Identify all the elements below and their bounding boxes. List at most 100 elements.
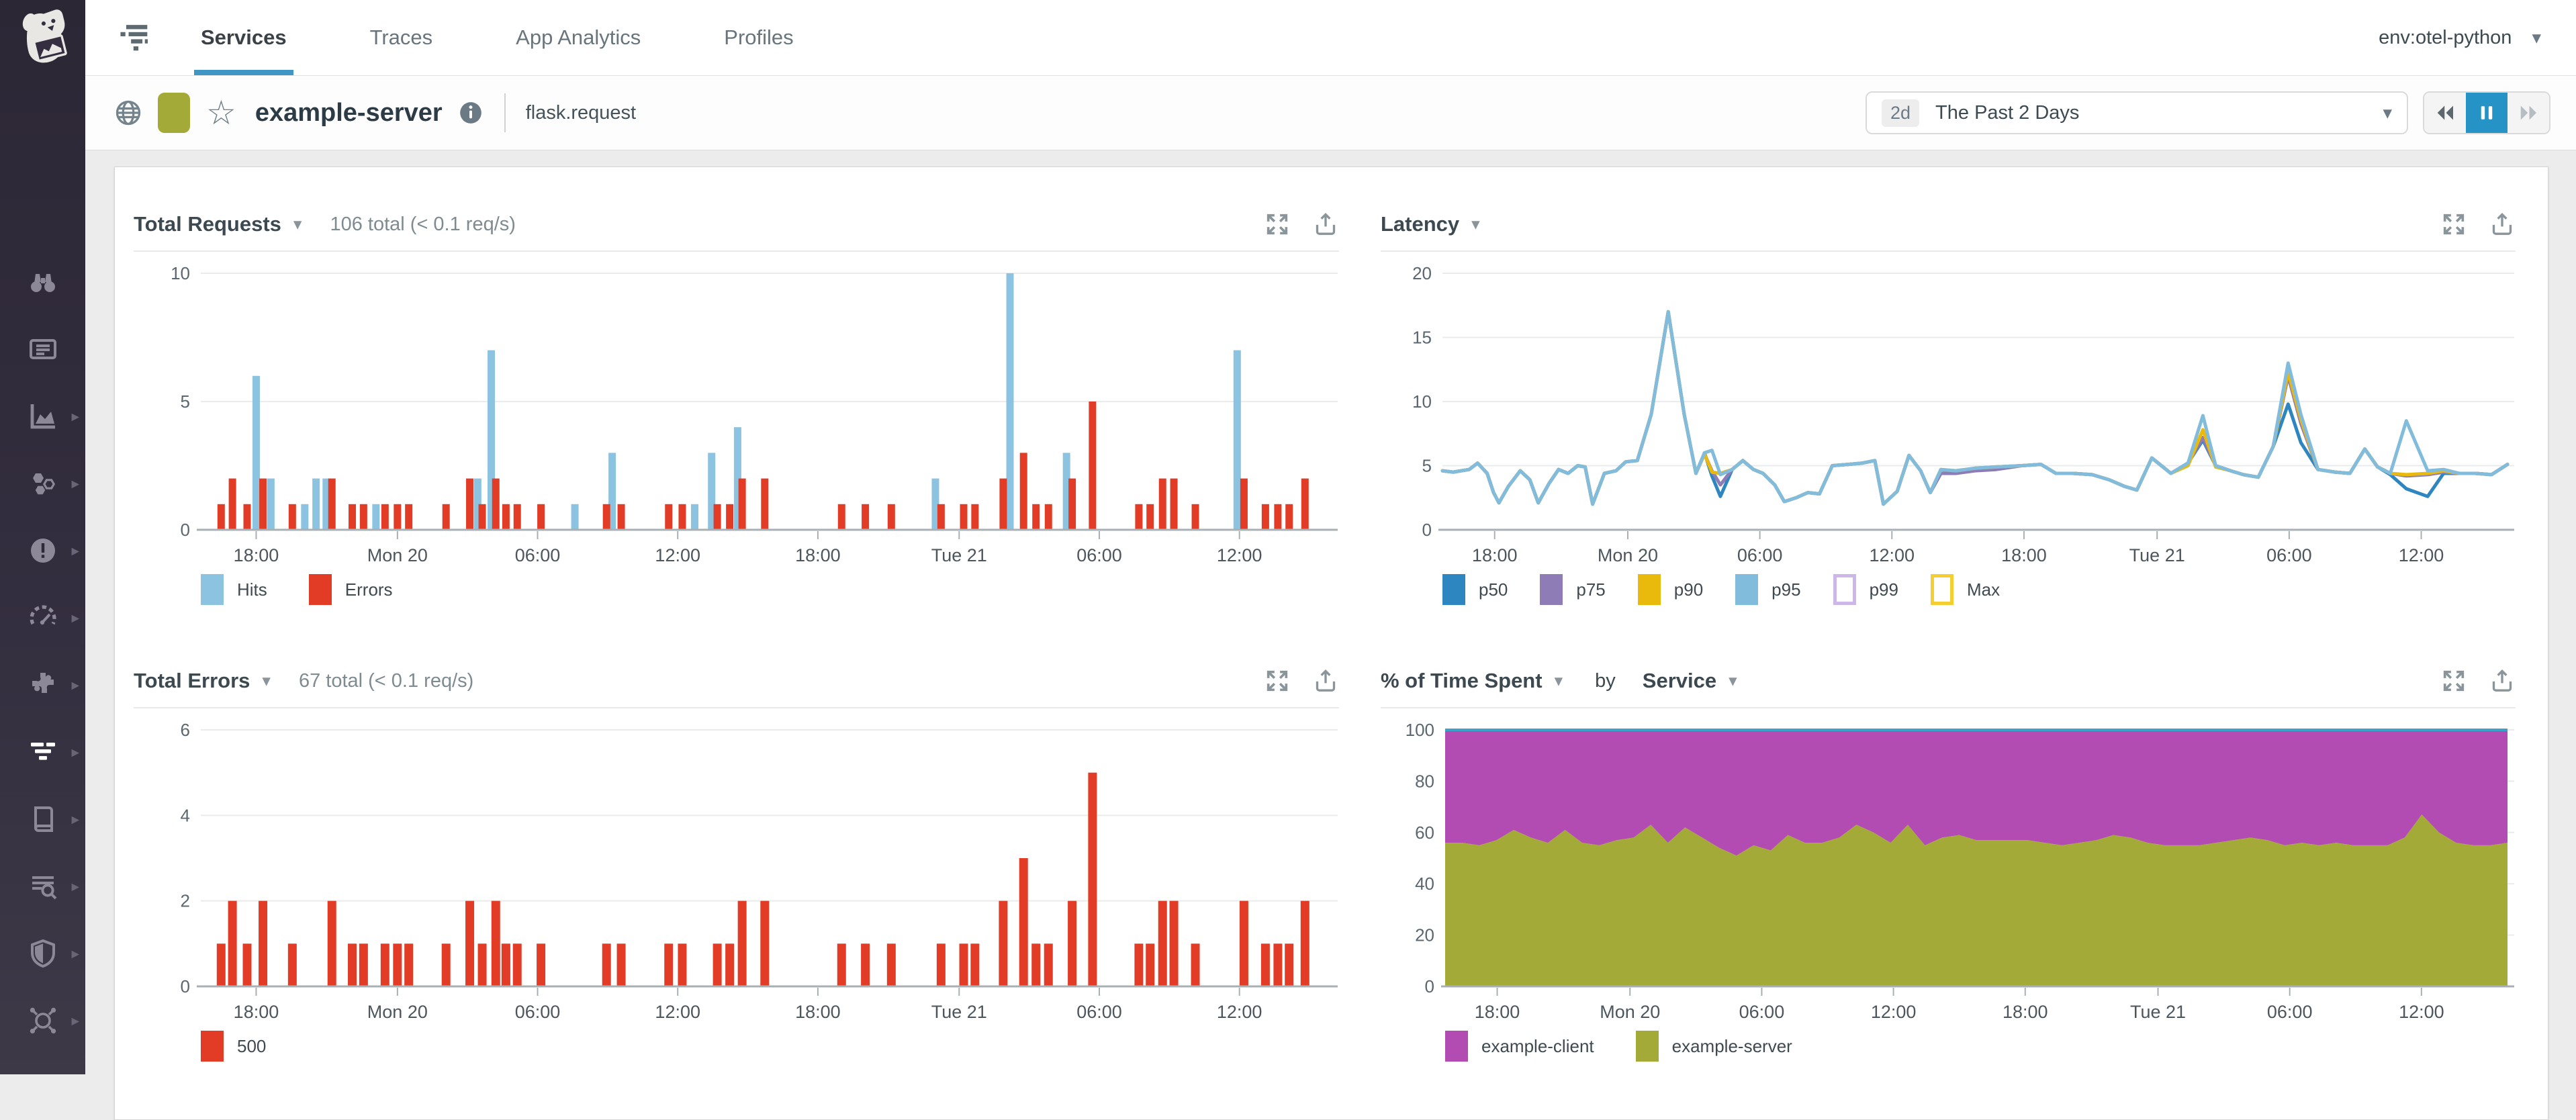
pause-button[interactable] <box>2466 93 2508 133</box>
legend-item-p90[interactable]: p90 <box>1637 574 1704 605</box>
tab-traces[interactable]: Traces <box>369 26 433 49</box>
legend-swatch <box>1540 574 1563 605</box>
time-range-selector[interactable]: 2d The Past 2 Days ▾ <box>1866 91 2408 134</box>
sidebar-item-notebooks[interactable]: ▸ <box>0 786 85 853</box>
legend-item-500[interactable]: 500 <box>201 1031 266 1062</box>
sidebar-item-events[interactable] <box>0 316 85 383</box>
divider <box>1381 707 2516 708</box>
legend-swatch <box>1635 1031 1659 1062</box>
notebooks-icon <box>27 803 59 835</box>
sidebar: ▸ ▸ ▸ ▸ ▸ ▸ ▸ ▸ ▸ ▸ <box>0 0 85 1074</box>
tab-services[interactable]: Services <box>194 0 293 75</box>
fast-forward-button[interactable] <box>2508 93 2549 133</box>
export-icon[interactable] <box>2489 667 2516 694</box>
divider <box>504 93 506 132</box>
apm-icon <box>27 736 59 768</box>
total-errors-legend: 500 <box>134 1031 1339 1062</box>
chevron-down-icon: ▾ <box>1471 215 1480 234</box>
legend-item-hits[interactable]: Hits <box>201 574 267 605</box>
panel-title: Total Requests <box>134 212 281 236</box>
favorite-star-icon[interactable]: ☆ <box>206 94 236 132</box>
group-by-value: Service <box>1642 669 1717 692</box>
sidebar-item-dashboards[interactable]: ▸ <box>0 383 85 450</box>
charts-card: Total Requests ▾ 106 total (< 0.1 req/s)… <box>114 167 2548 1120</box>
legend-item-errors[interactable]: Errors <box>308 574 393 605</box>
sidebar-item-monitors[interactable]: ▸ <box>0 517 85 584</box>
info-icon[interactable] <box>457 99 484 126</box>
svg-text:18:00: 18:00 <box>234 1002 279 1022</box>
svg-text:20: 20 <box>1415 925 1434 945</box>
export-icon[interactable] <box>1312 667 1339 694</box>
chevron-right-icon: ▸ <box>71 608 79 626</box>
svg-text:12:00: 12:00 <box>1217 1002 1262 1022</box>
svg-text:10: 10 <box>171 263 190 283</box>
total-requests-chart[interactable]: 0 5 10 18:00 Mon 20 06:00 12:00 18:00 Tue 21 06:0… <box>134 254 1339 570</box>
chevron-right-icon: ▸ <box>71 743 79 761</box>
sidebar-item-security[interactable]: ▸ <box>0 920 85 987</box>
legend-swatch <box>201 574 224 605</box>
chevron-right-icon: ▸ <box>71 1011 79 1029</box>
expand-icon[interactable] <box>1264 211 1291 238</box>
latency-chart[interactable]: 0 5 10 15 20 18:00 Mon 20 06:00 12:00 18:00 Tue 21… <box>1381 254 2516 570</box>
svg-text:06:00: 06:00 <box>1076 1002 1122 1022</box>
panel-title: Total Errors <box>134 669 250 692</box>
latency-title-dropdown[interactable]: Latency ▾ <box>1381 212 1480 236</box>
pause-icon <box>2481 106 2493 120</box>
sidebar-item-infrastructure[interactable]: ▸ <box>0 450 85 517</box>
export-icon[interactable] <box>1312 211 1339 238</box>
legend-item-example-server[interactable]: example-server <box>1635 1031 1792 1062</box>
svg-text:Tue 21: Tue 21 <box>931 1002 987 1022</box>
legend-item-p99[interactable]: p99 <box>1833 574 1898 605</box>
svg-text:Mon 20: Mon 20 <box>1600 1002 1660 1022</box>
legend-label: p90 <box>1673 579 1704 600</box>
group-by-dropdown[interactable]: Service ▾ <box>1616 669 1737 693</box>
metrics-icon <box>27 602 59 634</box>
svg-text:Mon 20: Mon 20 <box>1598 545 1658 565</box>
legend-item-p75[interactable]: p75 <box>1540 574 1606 605</box>
legend-item-p50[interactable]: p50 <box>1442 574 1508 605</box>
chevron-right-icon: ▸ <box>71 541 79 559</box>
svg-text:06:00: 06:00 <box>1737 545 1783 565</box>
svg-text:Tue 21: Tue 21 <box>2129 545 2185 565</box>
sidebar-item-watchdog[interactable] <box>0 248 85 316</box>
svg-text:6: 6 <box>181 720 190 740</box>
time-spent-title-dropdown[interactable]: % of Time Spent ▾ <box>1381 669 1563 693</box>
sidebar-item-synthetics[interactable]: ▸ <box>0 987 85 1054</box>
total-requests-title-dropdown[interactable]: Total Requests ▾ <box>134 212 302 236</box>
panel-subtitle: 106 total (< 0.1 req/s) <box>330 213 516 235</box>
chevron-down-icon: ▾ <box>293 215 302 234</box>
svg-text:12:00: 12:00 <box>1871 1002 1917 1022</box>
time-spent-legend: example-client example-server <box>1381 1031 2516 1062</box>
legend-item-example-client[interactable]: example-client <box>1445 1031 1594 1062</box>
sidebar-item-metrics[interactable]: ▸ <box>0 584 85 651</box>
datadog-logo[interactable] <box>0 0 85 79</box>
service-filter-icon[interactable] <box>115 0 154 75</box>
total-errors-chart[interactable]: 0 2 4 6 18:00 Mon 20 06:00 12:00 18:00 Tue 21 06:0… <box>134 711 1339 1027</box>
expand-icon[interactable] <box>2440 667 2467 694</box>
legend-item-max[interactable]: Max <box>1930 574 2000 605</box>
legend-item-p95[interactable]: p95 <box>1735 574 1801 605</box>
legend-label: p95 <box>1772 579 1801 600</box>
svg-text:4: 4 <box>181 805 190 825</box>
sidebar-item-apm[interactable]: ▸ <box>0 718 85 786</box>
svg-text:06:00: 06:00 <box>515 1002 561 1022</box>
legend-label: Hits <box>237 579 267 600</box>
tab-app-analytics[interactable]: App Analytics <box>516 26 641 49</box>
sidebar-item-logs[interactable]: ▸ <box>0 853 85 920</box>
total-errors-title-dropdown[interactable]: Total Errors ▾ <box>134 669 271 693</box>
chevron-right-icon: ▸ <box>71 474 79 492</box>
security-icon <box>27 937 59 970</box>
legend-swatch <box>308 574 332 605</box>
expand-icon[interactable] <box>1264 667 1291 694</box>
rewind-button[interactable] <box>2424 93 2466 133</box>
svg-text:06:00: 06:00 <box>1739 1002 1785 1022</box>
export-icon[interactable] <box>2489 211 2516 238</box>
env-selector[interactable]: env:otel-python ▾ <box>2379 0 2541 75</box>
time-spent-chart[interactable]: 0 20 40 60 80 100 18:00 Mon 20 06:00 12:00 18:00 Tu… <box>1381 711 2516 1027</box>
sidebar-item-integrations[interactable]: ▸ <box>0 651 85 718</box>
time-range-label: The Past 2 Days <box>1935 101 2080 124</box>
expand-icon[interactable] <box>2440 211 2467 238</box>
tab-profiles[interactable]: Profiles <box>724 26 794 49</box>
nav-tabs: Services Traces App Analytics Profiles <box>194 0 870 75</box>
svg-text:12:00: 12:00 <box>2399 1002 2444 1022</box>
